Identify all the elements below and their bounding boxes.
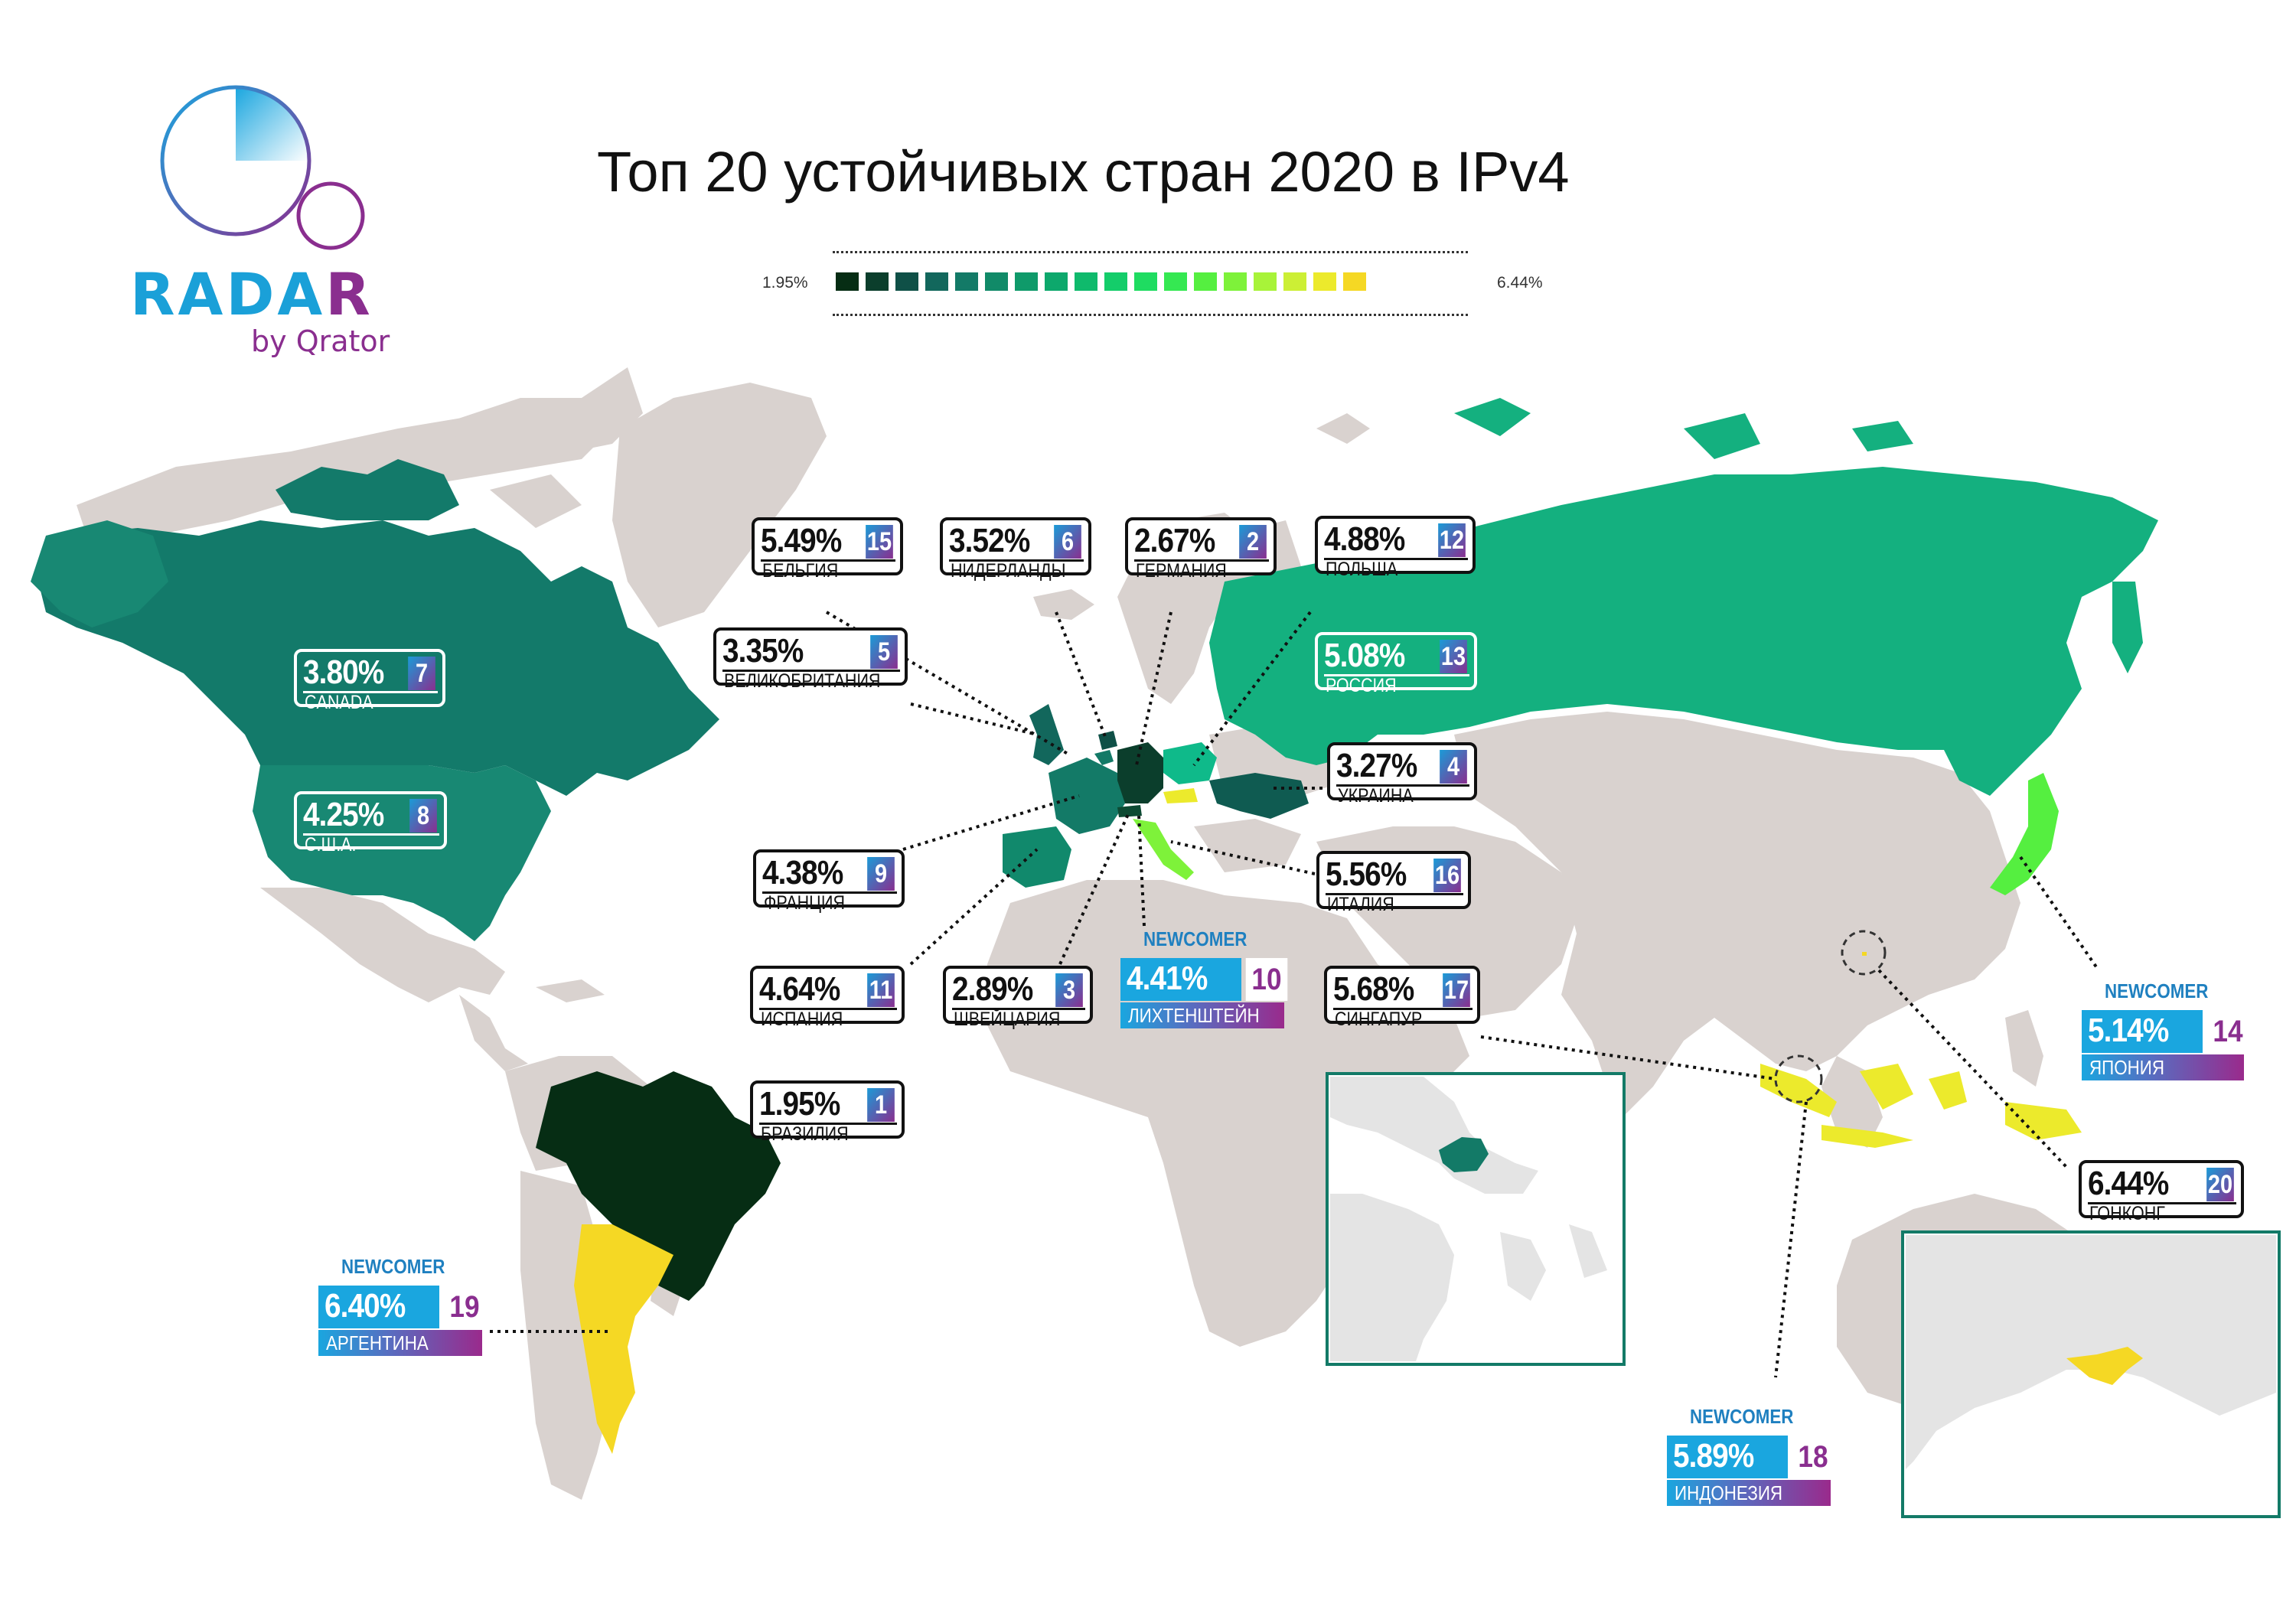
scale-swatch <box>1343 272 1366 291</box>
scale-swatch <box>1224 272 1247 291</box>
spain-shape <box>1003 826 1071 888</box>
country-card-poland: 4.88% 12 ПОЛЬША <box>1315 516 1476 580</box>
country-card-brazil: 1.95% 1 БРАЗИЛИЯ <box>750 1080 905 1145</box>
scale-swatch <box>1194 272 1217 291</box>
country-card-canada: 3.80% 7 CANADA <box>294 649 445 713</box>
country-card-belgium: 5.49% 15 БЕЛЬГИЯ <box>752 517 903 582</box>
scale-swatch <box>1283 272 1306 291</box>
hungary-shape <box>1163 788 1198 803</box>
country-card-ukraine: 3.27% 4 УКРАИНА <box>1327 742 1477 807</box>
hongkong-inset <box>1901 1230 2281 1518</box>
newcomer-card-indonesia: NEWCOMER 5.89% 18 ИНДОНЕЗИЯ <box>1667 1405 1835 1506</box>
usa-shape <box>253 765 551 941</box>
canada-shape <box>38 520 719 796</box>
scale-swatch <box>1075 272 1097 291</box>
russia-islands <box>1454 398 1913 459</box>
country-card-spain: 4.64% 11 ИСПАНИЯ <box>750 966 905 1030</box>
scale-divider-top <box>833 251 1468 253</box>
logo-subtitle: by Qrator <box>251 324 390 358</box>
singapore-marker <box>1774 1054 1823 1103</box>
color-scale-legend <box>836 272 1366 291</box>
japan-shape <box>1990 773 2059 895</box>
switzerland-shape <box>1117 805 1142 817</box>
scale-swatch <box>955 272 978 291</box>
scale-divider-bottom <box>833 314 1468 316</box>
scale-swatch <box>1254 272 1277 291</box>
italy-shape <box>1133 819 1194 880</box>
poland-shape <box>1163 742 1217 784</box>
canada-arctic <box>276 459 459 520</box>
alaska-shape <box>31 520 168 627</box>
country-card-netherlands: 3.52% 6 НИДЕРЛАНДЫ <box>940 517 1091 582</box>
scale-swatch <box>895 272 918 291</box>
scale-swatch <box>1313 272 1336 291</box>
logo-wordmark: RADAR <box>130 260 373 328</box>
leader-lines <box>490 611 2099 1378</box>
singapore-inset <box>1326 1072 1626 1366</box>
uk-shape <box>1029 704 1064 765</box>
scale-swatch <box>1164 272 1187 291</box>
scale-min-label: 1.95% <box>762 274 808 292</box>
scale-max-label: 6.44% <box>1497 274 1543 292</box>
france-shape <box>1049 758 1125 834</box>
ukraine-shape <box>1209 773 1309 819</box>
scale-swatch <box>1015 272 1038 291</box>
country-card-hongkong: 6.44% 20 ГОНКОНГ <box>2079 1160 2244 1224</box>
country-card-germany: 2.67% 2 ГЕРМАНИЯ <box>1125 517 1277 582</box>
country-card-singapore: 5.68% 17 СИНГАПУР <box>1324 966 1480 1030</box>
germany-shape <box>1117 742 1163 803</box>
belgium-shape <box>1094 750 1114 765</box>
scale-swatch <box>925 272 948 291</box>
newcomer-card-japan: NEWCOMER 5.14% 14 ЯПОНИЯ <box>2082 979 2249 1080</box>
scale-swatch <box>836 272 859 291</box>
scale-swatch <box>1045 272 1068 291</box>
radar-logo-icon <box>160 85 365 250</box>
russia-kamchatka <box>2112 582 2143 673</box>
scale-swatch <box>1134 272 1157 291</box>
hongkong-marker <box>1841 930 1887 976</box>
netherlands-shape <box>1098 731 1117 750</box>
country-card-uk: 3.35% 5 ВЕЛИКОБРИТАНИЯ <box>713 627 908 692</box>
scale-swatch <box>866 272 889 291</box>
newcomer-card-liechtenstein: NEWCOMER 4.41% 10 ЛИХТЕНШТЕЙН <box>1120 927 1288 1028</box>
scale-swatch <box>1104 272 1127 291</box>
indonesia-shape <box>1760 1064 2082 1148</box>
brazil-shape <box>536 1071 781 1301</box>
scale-swatch <box>985 272 1008 291</box>
newcomer-card-argentina: NEWCOMER 6.40% 19 АРГЕНТИНА <box>318 1255 486 1356</box>
country-card-russia: 5.08% 13 РОССИЯ <box>1315 632 1477 696</box>
country-card-usa: 4.25% 8 С.Ш.А. <box>294 791 447 855</box>
country-card-switzerland: 2.89% 3 ШВЕЙЦАРИЯ <box>943 966 1093 1030</box>
argentina-shape <box>574 1224 673 1454</box>
country-card-italy: 5.56% 16 ИТАЛИЯ <box>1316 851 1471 915</box>
country-card-france: 4.38% 9 ФРАНЦИЯ <box>753 849 905 914</box>
page-title: Топ 20 устойчивых стран 2020 в IPv4 <box>597 140 1570 204</box>
